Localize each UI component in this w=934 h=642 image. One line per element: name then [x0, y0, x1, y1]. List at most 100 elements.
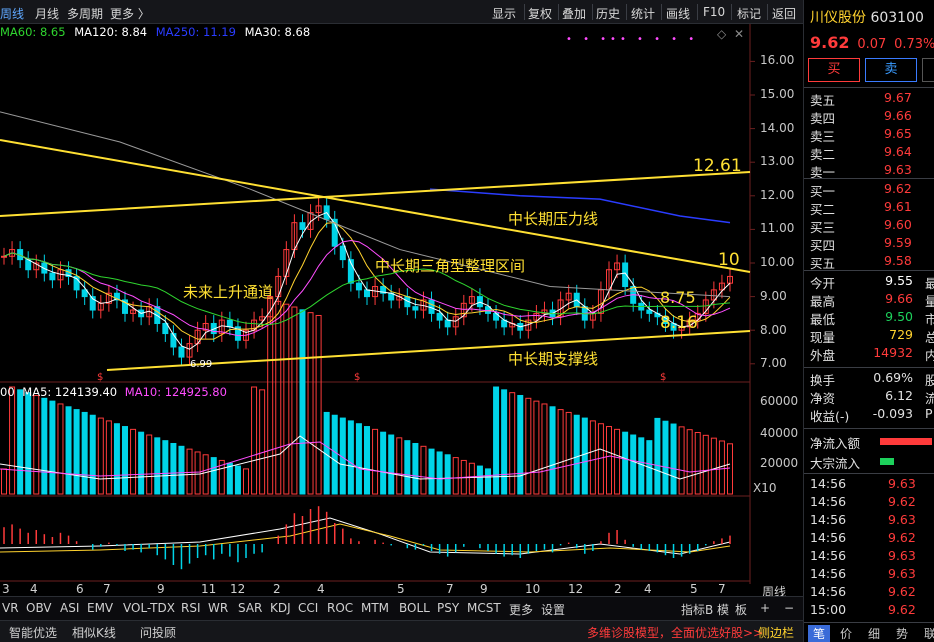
mark-button[interactable]: 标记	[737, 7, 762, 21]
tick-price: 9.62	[888, 530, 916, 545]
more-button[interactable]	[922, 58, 934, 82]
ask-level-price[interactable]: 9.63	[884, 162, 912, 177]
indicator-option[interactable]: 板	[735, 603, 748, 617]
volume-bar	[291, 306, 298, 495]
indicator-option[interactable]: 模	[717, 603, 730, 617]
close-icon[interactable]: ✕	[734, 27, 745, 41]
indicator-tab[interactable]: ROC	[327, 601, 354, 615]
draw-line-button[interactable]: 画线	[666, 7, 691, 21]
candle-body	[718, 282, 725, 291]
tab-bi[interactable]: 笔	[808, 625, 831, 642]
bid-level-label: 买五	[810, 256, 836, 271]
tab-detail[interactable]: 细	[868, 627, 881, 641]
bid-level-price[interactable]: 9.62	[884, 181, 912, 196]
display-button[interactable]: 显示	[492, 7, 517, 21]
indicator-tab[interactable]: SAR	[238, 601, 263, 615]
tab-more[interactable]: 更多 〉	[110, 7, 150, 21]
similar-kline-button[interactable]: 相似K线	[72, 626, 116, 640]
f10-button[interactable]: F10	[703, 5, 726, 19]
ma10-line	[3, 222, 731, 340]
kline-chart[interactable]: $ $ $	[0, 24, 803, 594]
indicator-tab[interactable]: WR	[208, 601, 229, 615]
back-button[interactable]: 返回	[772, 7, 797, 21]
statistics-button[interactable]: 统计	[631, 7, 656, 21]
indicator-tab[interactable]: VOL-TDX	[123, 601, 175, 615]
stat-extra: 股	[925, 373, 934, 388]
tab-monthly[interactable]: 月线	[35, 7, 60, 21]
volume-bar	[25, 392, 32, 495]
candle-body	[49, 272, 56, 281]
tick-time: 14:56	[810, 494, 847, 509]
indicator-tab[interactable]: OBV	[26, 601, 52, 615]
volume-bar	[468, 462, 475, 495]
tab-trend[interactable]: 势	[896, 627, 909, 641]
volume-bar	[17, 389, 24, 495]
indicator-tab[interactable]: BOLL	[399, 601, 430, 615]
indicator-tab[interactable]: VR	[2, 601, 19, 615]
bid-level-price[interactable]: 9.59	[884, 235, 912, 250]
time-tick: 5	[690, 582, 698, 596]
adjust-button[interactable]: 复权	[528, 7, 553, 21]
volume-bar	[89, 414, 96, 495]
vol-ma10-label: MA10: 124925.80	[124, 385, 227, 399]
indicator-tab[interactable]: EMV	[87, 601, 114, 615]
smart-pick-button[interactable]: 智能优选	[9, 626, 58, 640]
volume-bar	[452, 457, 459, 495]
indicator-tab[interactable]: MTM	[361, 601, 390, 615]
sell-button[interactable]: 卖	[865, 58, 917, 82]
history-button[interactable]: 历史	[596, 7, 621, 21]
ask-level-price[interactable]: 9.66	[884, 108, 912, 123]
volume-bar	[307, 312, 314, 495]
divider	[697, 4, 698, 20]
indicator-option[interactable]: 指标B	[681, 603, 714, 617]
candle-body	[452, 316, 459, 328]
indicator-tab[interactable]: 设置	[541, 603, 566, 617]
chart-toolbar: 周线 月线 多周期 更多 〉 显示 复权 叠加 历史 统计 画线 F10 标记 …	[0, 0, 803, 24]
indicator-tab[interactable]: KDJ	[270, 601, 291, 615]
tab-link[interactable]: 联	[924, 627, 934, 641]
candle-body	[557, 299, 564, 318]
net-inflow-label: 净流入额	[810, 436, 861, 451]
volume-bar	[170, 442, 177, 495]
tab-multi-period[interactable]: 多周期	[67, 7, 104, 21]
volume-bar	[412, 442, 419, 495]
candle-body	[468, 296, 475, 304]
vol-unit: X10	[753, 481, 777, 495]
time-tick: 11	[201, 582, 217, 596]
bid-level-price[interactable]: 9.61	[884, 199, 912, 214]
indicator-tab[interactable]: PSY	[437, 601, 460, 615]
ma5-line	[3, 211, 731, 350]
ask-advisor-button[interactable]: 问投顾	[140, 626, 177, 640]
price-tick: 12.00	[760, 188, 795, 202]
promo-link[interactable]: 多维诊股模型，全面优选好股>>	[587, 626, 764, 640]
ask-level-price[interactable]: 9.67	[884, 90, 912, 105]
macd-bars	[3, 506, 731, 570]
ask-level-price[interactable]: 9.64	[884, 144, 912, 159]
indicator-tab[interactable]: 更多	[509, 603, 534, 617]
axis-labels: $ $ $	[97, 372, 666, 383]
tab-weekly[interactable]: 周线	[0, 7, 25, 21]
bid-level-price[interactable]: 9.58	[884, 253, 912, 268]
candle-body	[234, 326, 241, 341]
tick-time: 14:56	[810, 476, 847, 491]
indicator-option[interactable]: +	[760, 601, 771, 615]
ask-level-price[interactable]: 9.65	[884, 126, 912, 141]
ma30-label: MA30: 8.68	[244, 25, 311, 39]
indicator-tab[interactable]: RSI	[181, 601, 201, 615]
diamond-icon[interactable]: ◇	[717, 27, 727, 41]
sidebar-toggle[interactable]: 侧边栏	[758, 626, 795, 640]
volume-bar	[65, 406, 72, 495]
bid-level-price[interactable]: 9.60	[884, 217, 912, 232]
tab-price[interactable]: 价	[840, 627, 853, 641]
indicator-tab[interactable]: MCST	[467, 601, 501, 615]
divider	[731, 4, 732, 20]
indicator-tab[interactable]: CCI	[298, 601, 319, 615]
volume-bar	[436, 451, 443, 495]
indicator-option[interactable]: −	[784, 601, 795, 615]
time-tick: 5	[397, 582, 405, 596]
buy-button[interactable]: 买	[808, 58, 860, 82]
ask-level-label: 卖四	[810, 111, 836, 126]
indicator-tab[interactable]: ASI	[60, 601, 80, 615]
ma60-label: MA60: 8.65	[0, 25, 66, 39]
overlay-button[interactable]: 叠加	[562, 7, 587, 21]
